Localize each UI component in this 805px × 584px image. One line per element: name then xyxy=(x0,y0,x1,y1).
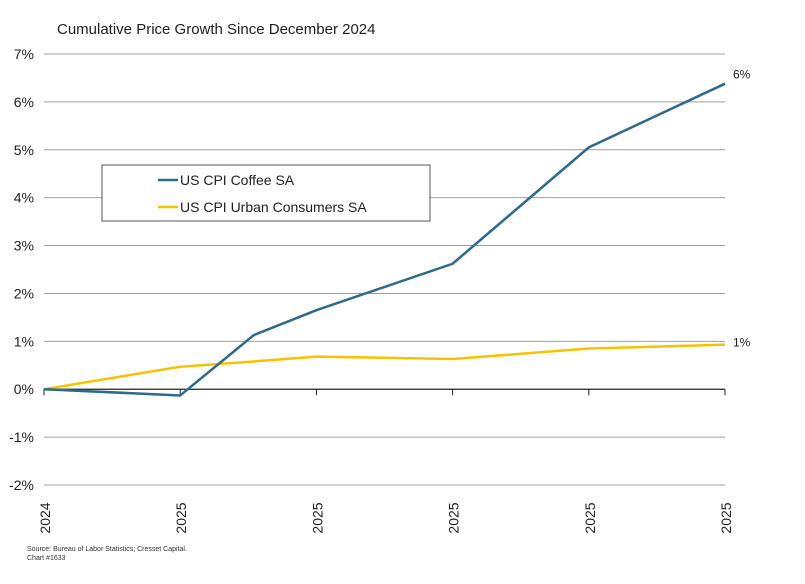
x-tick-label: 2025 xyxy=(582,502,598,533)
y-tick-label: 4% xyxy=(14,190,34,206)
y-tick-label: 0% xyxy=(14,381,34,397)
y-tick-label: -2% xyxy=(9,477,34,493)
y-axis: 7% 6% 5% 4% 3% 2% 1% 0% -1% -2% xyxy=(9,46,34,493)
x-tick-label: 2025 xyxy=(718,502,734,533)
y-tick-label: -1% xyxy=(9,429,34,445)
x-tick-label: 2024 xyxy=(37,502,53,533)
chart-title: Cumulative Price Growth Since December 2… xyxy=(57,21,375,38)
y-tick-label: 7% xyxy=(14,46,34,62)
legend: US CPI Coffee SA US CPI Urban Consumers … xyxy=(101,164,431,222)
gridlines xyxy=(44,53,725,486)
y-tick-label: 2% xyxy=(14,285,34,301)
x-tick-label: 2025 xyxy=(309,502,325,533)
end-label-urban: 1% xyxy=(733,336,751,350)
y-tick-label: 3% xyxy=(14,238,34,254)
x-tick-label: 2025 xyxy=(446,502,462,533)
source-note: Source: Bureau of Labor Statistics; Cres… xyxy=(27,545,187,563)
plot-area: 1% 6% xyxy=(43,68,751,397)
legend-box xyxy=(101,164,431,222)
x-axis: 2024 2025 2025 2025 2025 2025 xyxy=(37,389,734,534)
x-tick-label: 2025 xyxy=(173,502,189,533)
y-tick-label: 1% xyxy=(14,333,34,349)
y-tick-label: 6% xyxy=(14,94,34,110)
end-label-coffee: 6% xyxy=(733,68,751,82)
legend-label-urban: US CPI Urban Consumers SA xyxy=(180,199,367,215)
legend-label-coffee: US CPI Coffee SA xyxy=(180,172,295,188)
chart-number: Chart #1633 xyxy=(27,555,66,562)
y-tick-label: 5% xyxy=(14,142,34,158)
source-line: Source: Bureau of Labor Statistics; Cres… xyxy=(27,546,187,553)
series-line-urban xyxy=(43,343,726,391)
